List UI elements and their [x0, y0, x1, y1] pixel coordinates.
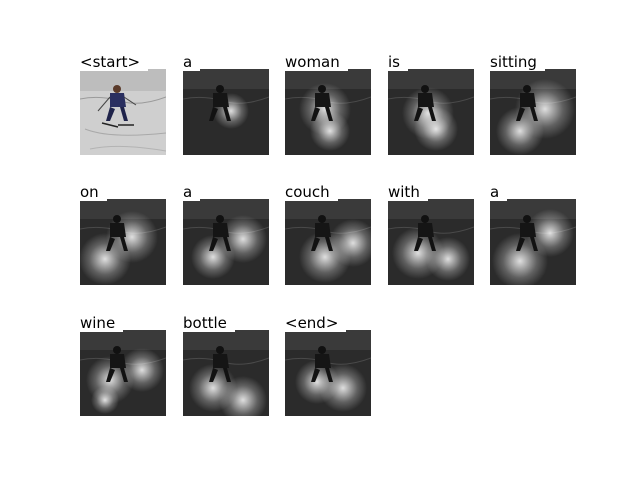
- attention-map: [80, 199, 166, 285]
- attention-cell: <start>: [80, 53, 166, 155]
- attention-map: [490, 199, 576, 285]
- attention-map: [80, 330, 166, 416]
- caption-word-label: with: [388, 183, 428, 201]
- attention-map: [183, 69, 269, 155]
- attention-cell: couch: [285, 183, 371, 285]
- attention-map: [490, 69, 576, 155]
- attention-cell: with: [388, 183, 474, 285]
- skier-photo: [80, 69, 166, 155]
- caption-word-label: on: [80, 183, 107, 201]
- attention-cell: bottle: [183, 314, 269, 416]
- attention-cell: a: [183, 183, 269, 285]
- attention-cell: woman: [285, 53, 371, 155]
- attention-map: [285, 199, 371, 285]
- attention-map: [183, 330, 269, 416]
- caption-word-label: sitting: [490, 53, 545, 71]
- attention-cell: is: [388, 53, 474, 155]
- attention-map: [285, 69, 371, 155]
- caption-word-label: <end>: [285, 314, 347, 332]
- attention-cell: wine: [80, 314, 166, 416]
- attention-map: [285, 330, 371, 416]
- attention-cell: a: [490, 183, 576, 285]
- caption-word-label: bottle: [183, 314, 235, 332]
- caption-word-label: a: [183, 183, 201, 201]
- caption-word-label: is: [388, 53, 408, 71]
- attention-cell: sitting: [490, 53, 576, 155]
- attention-map: [388, 199, 474, 285]
- attention-cell: <end>: [285, 314, 371, 416]
- attention-cell: a: [183, 53, 269, 155]
- attention-map: [183, 199, 269, 285]
- caption-word-label: wine: [80, 314, 124, 332]
- caption-word-label: <start>: [80, 53, 149, 71]
- caption-word-label: woman: [285, 53, 348, 71]
- caption-word-label: a: [183, 53, 201, 71]
- caption-word-label: couch: [285, 183, 338, 201]
- caption-word-label: a: [490, 183, 508, 201]
- attention-cell: on: [80, 183, 166, 285]
- attention-map: [388, 69, 474, 155]
